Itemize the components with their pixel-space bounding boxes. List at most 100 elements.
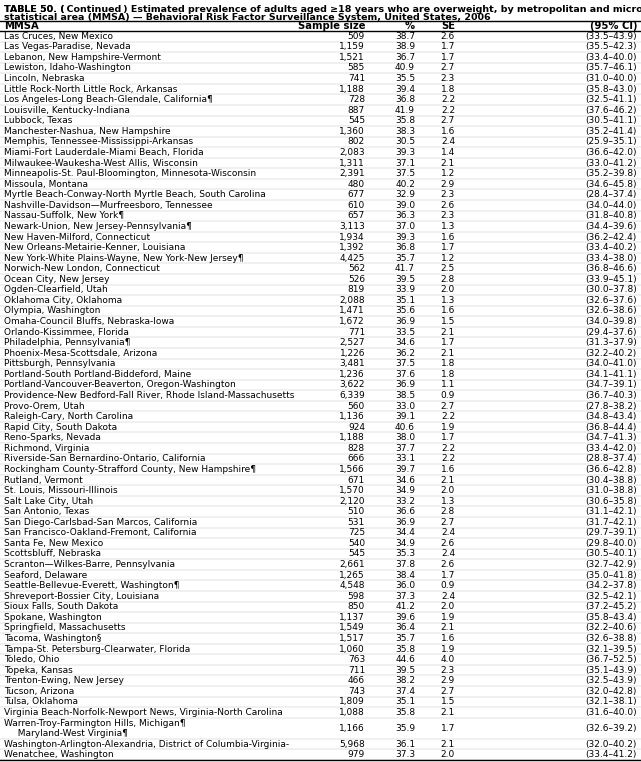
Text: 41.9: 41.9 xyxy=(395,106,415,115)
Text: 2.2: 2.2 xyxy=(441,106,455,115)
Text: (34.0–44.0): (34.0–44.0) xyxy=(586,201,637,210)
Text: (30.4–38.8): (30.4–38.8) xyxy=(585,475,637,485)
Text: 1.9: 1.9 xyxy=(440,645,455,654)
Text: (32.0–40.2): (32.0–40.2) xyxy=(586,740,637,748)
Text: statistical area (MMSA) — Behavioral Risk Factor Surveillance System, United Sta: statistical area (MMSA) — Behavioral Ris… xyxy=(4,13,490,22)
Text: Seattle-Bellevue-Everett, Washington¶: Seattle-Bellevue-Everett, Washington¶ xyxy=(4,581,179,591)
Text: Philadelphia, Pennsylvania¶: Philadelphia, Pennsylvania¶ xyxy=(4,338,131,347)
Text: Pittsburgh, Pennsylvania: Pittsburgh, Pennsylvania xyxy=(4,360,115,368)
Text: 1.7: 1.7 xyxy=(440,338,455,347)
Text: 6,339: 6,339 xyxy=(339,391,365,400)
Text: 1,159: 1,159 xyxy=(339,43,365,51)
Text: 2.1: 2.1 xyxy=(441,708,455,717)
Text: Omaha-Council Bluffs, Nebraska-Iowa: Omaha-Council Bluffs, Nebraska-Iowa xyxy=(4,317,174,326)
Text: 5,968: 5,968 xyxy=(339,740,365,748)
Text: 850: 850 xyxy=(348,602,365,611)
Text: 35.7: 35.7 xyxy=(395,254,415,263)
Text: 2.7: 2.7 xyxy=(441,687,455,696)
Text: 802: 802 xyxy=(348,137,365,146)
Text: 1.7: 1.7 xyxy=(440,434,455,442)
Text: 37.3: 37.3 xyxy=(395,592,415,600)
Text: 39.7: 39.7 xyxy=(395,465,415,474)
Text: 2.3: 2.3 xyxy=(441,190,455,199)
Text: 44.6: 44.6 xyxy=(395,655,415,664)
Text: Lubbock, Texas: Lubbock, Texas xyxy=(4,117,72,125)
Text: 39.3: 39.3 xyxy=(395,148,415,157)
Text: San Francisco-Oakland-Fremont, California: San Francisco-Oakland-Fremont, Californi… xyxy=(4,528,197,537)
Text: Orlando-Kissimmee, Florida: Orlando-Kissimmee, Florida xyxy=(4,328,129,337)
Text: 743: 743 xyxy=(348,687,365,696)
Text: Phoenix-Mesa-Scottsdale, Arizona: Phoenix-Mesa-Scottsdale, Arizona xyxy=(4,349,157,357)
Text: Topeka, Kansas: Topeka, Kansas xyxy=(4,666,72,674)
Text: (32.5–43.9): (32.5–43.9) xyxy=(585,676,637,685)
Text: Reno-Sparks, Nevada: Reno-Sparks, Nevada xyxy=(4,434,101,442)
Text: 30.5: 30.5 xyxy=(395,137,415,146)
Text: 728: 728 xyxy=(348,95,365,104)
Text: 38.7: 38.7 xyxy=(395,32,415,41)
Text: 1,265: 1,265 xyxy=(339,571,365,580)
Text: 35.5: 35.5 xyxy=(395,74,415,83)
Text: 1.3: 1.3 xyxy=(440,222,455,231)
Text: (34.6–45.8): (34.6–45.8) xyxy=(585,180,637,189)
Text: 41.7: 41.7 xyxy=(395,264,415,274)
Text: Ocean City, New Jersey: Ocean City, New Jersey xyxy=(4,275,110,283)
Text: 1,060: 1,060 xyxy=(339,645,365,654)
Text: (31.8–40.8): (31.8–40.8) xyxy=(585,211,637,220)
Text: New Haven-Milford, Connecticut: New Haven-Milford, Connecticut xyxy=(4,232,150,242)
Text: 35.6: 35.6 xyxy=(395,306,415,315)
Text: 1.5: 1.5 xyxy=(440,697,455,706)
Text: 924: 924 xyxy=(348,423,365,432)
Text: Spokane, Washington: Spokane, Washington xyxy=(4,613,102,622)
Text: 1.8: 1.8 xyxy=(440,85,455,94)
Text: 1,934: 1,934 xyxy=(339,232,365,242)
Text: 37.1: 37.1 xyxy=(395,158,415,168)
Text: Virginia Beach-Norfolk-Newport News, Virginia-North Carolina: Virginia Beach-Norfolk-Newport News, Vir… xyxy=(4,708,283,717)
Text: 711: 711 xyxy=(348,666,365,674)
Text: 1,236: 1,236 xyxy=(339,370,365,379)
Text: (34.7–41.3): (34.7–41.3) xyxy=(585,434,637,442)
Text: 36.9: 36.9 xyxy=(395,518,415,527)
Text: Springfield, Massachusetts: Springfield, Massachusetts xyxy=(4,623,126,632)
Text: (30.6–35.8): (30.6–35.8) xyxy=(585,497,637,506)
Text: 0.9: 0.9 xyxy=(440,391,455,400)
Text: 35.8: 35.8 xyxy=(395,645,415,654)
Text: (32.6–38.8): (32.6–38.8) xyxy=(585,634,637,643)
Text: 2,661: 2,661 xyxy=(339,560,365,569)
Text: 2.7: 2.7 xyxy=(441,518,455,527)
Text: Las Cruces, New Mexico: Las Cruces, New Mexico xyxy=(4,32,113,41)
Text: TABLE 50. ( Continued ) Estimated prevalence of adults aged ≥18 years who are ov: TABLE 50. ( Continued ) Estimated preval… xyxy=(4,5,641,14)
Text: 36.0: 36.0 xyxy=(395,581,415,591)
Text: Tacoma, Washington§: Tacoma, Washington§ xyxy=(4,634,101,643)
Text: (33.4–38.0): (33.4–38.0) xyxy=(585,254,637,263)
Text: Newark-Union, New Jersey-Pennsylvania¶: Newark-Union, New Jersey-Pennsylvania¶ xyxy=(4,222,192,231)
Text: (32.5–42.1): (32.5–42.1) xyxy=(586,592,637,600)
Text: Missoula, Montana: Missoula, Montana xyxy=(4,180,88,189)
Text: (32.6–37.6): (32.6–37.6) xyxy=(585,296,637,305)
Text: 2.1: 2.1 xyxy=(441,158,455,168)
Text: 37.3: 37.3 xyxy=(395,751,415,759)
Text: 1.7: 1.7 xyxy=(440,571,455,580)
Text: 545: 545 xyxy=(348,117,365,125)
Text: 38.2: 38.2 xyxy=(395,676,415,685)
Text: 2.7: 2.7 xyxy=(441,402,455,411)
Text: (34.7–39.1): (34.7–39.1) xyxy=(585,380,637,389)
Text: Salt Lake City, Utah: Salt Lake City, Utah xyxy=(4,497,93,506)
Text: Rapid City, South Dakota: Rapid City, South Dakota xyxy=(4,423,117,432)
Text: (36.6–42.0): (36.6–42.0) xyxy=(585,148,637,157)
Text: 2,120: 2,120 xyxy=(340,497,365,506)
Text: 36.2: 36.2 xyxy=(395,349,415,357)
Text: 39.4: 39.4 xyxy=(395,85,415,94)
Text: 1,392: 1,392 xyxy=(339,243,365,252)
Text: Miami-Fort Lauderdale-Miami Beach, Florida: Miami-Fort Lauderdale-Miami Beach, Flori… xyxy=(4,148,204,157)
Text: 39.0: 39.0 xyxy=(395,201,415,210)
Text: 40.2: 40.2 xyxy=(395,180,415,189)
Text: (28.4–37.4): (28.4–37.4) xyxy=(586,190,637,199)
Text: 1.2: 1.2 xyxy=(441,169,455,178)
Text: Rutland, Vermont: Rutland, Vermont xyxy=(4,475,83,485)
Text: (25.9–35.1): (25.9–35.1) xyxy=(585,137,637,146)
Text: 725: 725 xyxy=(348,528,365,537)
Text: (34.4–39.6): (34.4–39.6) xyxy=(585,222,637,231)
Text: 37.8: 37.8 xyxy=(395,560,415,569)
Text: (32.6–38.6): (32.6–38.6) xyxy=(585,306,637,315)
Text: (33.4–40.0): (33.4–40.0) xyxy=(585,53,637,62)
